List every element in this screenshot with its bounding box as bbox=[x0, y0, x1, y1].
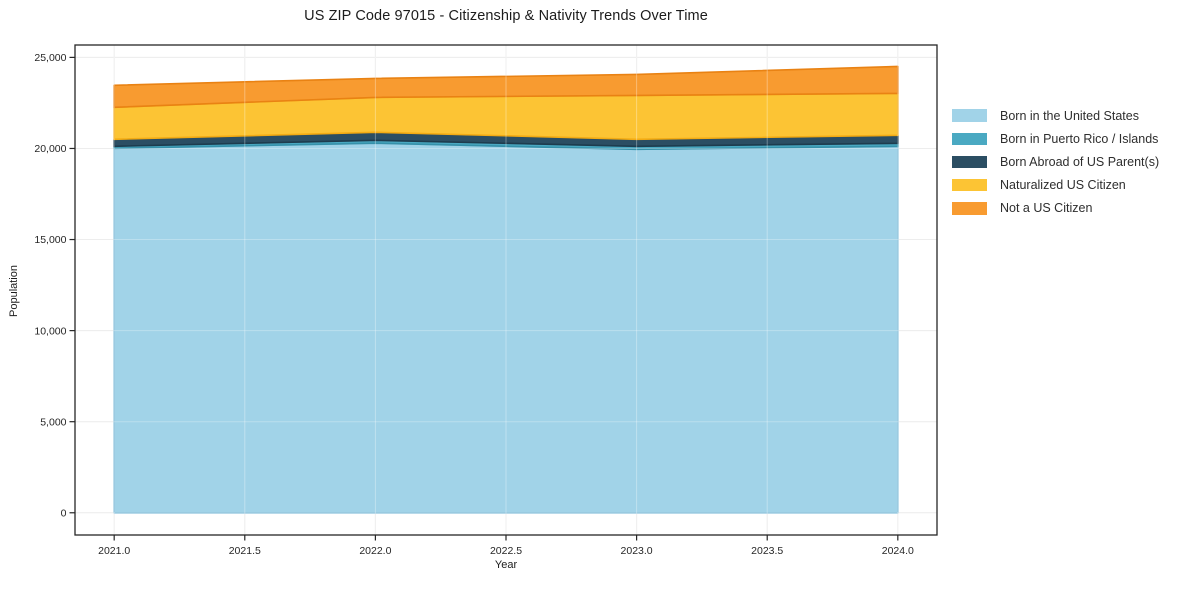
legend-swatch bbox=[952, 155, 987, 169]
x-tick-label: 2022.5 bbox=[490, 545, 522, 557]
x-tick-label: 2021.0 bbox=[98, 545, 130, 557]
y-tick-label: 10,000 bbox=[34, 325, 66, 337]
stacked-areas bbox=[113, 65, 899, 514]
gridline-overlay bbox=[75, 45, 937, 535]
legend-item-born-in-puerto-rico-islands: Born in Puerto Rico / Islands bbox=[952, 127, 1159, 150]
legend-swatch bbox=[952, 132, 987, 146]
x-tick-label: 2023.5 bbox=[751, 545, 783, 557]
x-axis-label: Year bbox=[494, 559, 518, 571]
axis-ticks bbox=[69, 56, 899, 541]
x-tick-label: 2022.0 bbox=[359, 545, 391, 557]
y-tick-label: 5,000 bbox=[40, 416, 66, 428]
legend-swatch bbox=[952, 202, 987, 215]
y-tick-label: 15,000 bbox=[34, 234, 66, 246]
legend-label: Born in the United States bbox=[1000, 108, 1139, 123]
legend-label: Naturalized US Citizen bbox=[1000, 178, 1126, 193]
legend-item-born-in-the-united-states: Born in the United States bbox=[952, 104, 1159, 127]
legend-item-not-a-us-citizen: Not a US Citizen bbox=[952, 197, 1159, 220]
x-tick-label: 2023.0 bbox=[621, 545, 653, 557]
y-tick-label: 0 bbox=[61, 507, 67, 519]
x-tick-label: 2024.0 bbox=[882, 545, 914, 557]
legend: Born in the United States Born in Puerto … bbox=[952, 104, 1159, 220]
area-not-a-us-citizen bbox=[113, 65, 899, 109]
legend-item-born-abroad-of-us-parent-s: Born Abroad of US Parent(s) bbox=[952, 150, 1159, 173]
legend-swatch bbox=[952, 109, 987, 122]
legend-label: Born in Puerto Rico / Islands bbox=[1000, 131, 1159, 146]
chart-title: US ZIP Code 97015 - Citizenship & Nativi… bbox=[304, 8, 708, 24]
legend-swatch bbox=[952, 178, 987, 192]
y-tick-label: 25,000 bbox=[34, 52, 66, 64]
y-axis-label: Population bbox=[8, 265, 20, 317]
legend-label: Born Abroad of US Parent(s) bbox=[1000, 154, 1160, 169]
legend-item-naturalized-us-citizen: Naturalized US Citizen bbox=[952, 174, 1159, 197]
tick-labels: 2021.0 2021.5 2022.0 2022.5 2023.0 2023.5 2024… bbox=[34, 52, 914, 557]
x-tick-label: 2021.5 bbox=[229, 545, 261, 557]
legend-label: Not a US Citizen bbox=[1000, 201, 1093, 216]
y-tick-label: 20,000 bbox=[34, 143, 66, 155]
